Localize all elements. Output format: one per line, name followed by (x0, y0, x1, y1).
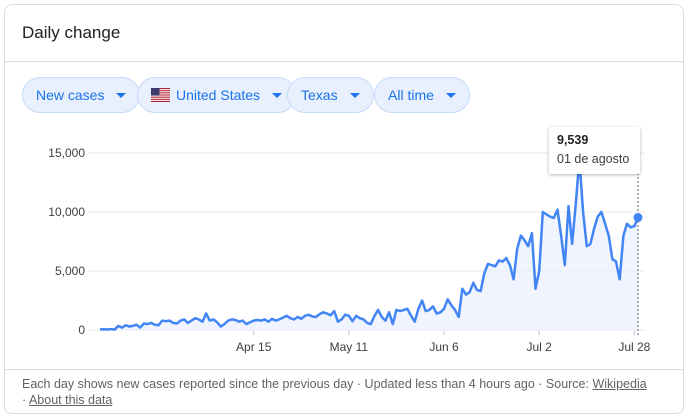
new-cases-dropdown[interactable]: New cases (22, 77, 141, 113)
x-tick-label: Jun 6 (429, 340, 459, 354)
card-footer: Each day shows new cases reported since … (22, 376, 672, 408)
country-label: United States (176, 87, 261, 103)
highlight-point (633, 212, 643, 222)
x-tick-label: Jul 28 (618, 340, 650, 354)
time-range-dropdown[interactable]: All time (374, 77, 470, 113)
about-data-link[interactable]: About this data (28, 393, 113, 407)
series-area (100, 158, 638, 330)
chart-tooltip: 9,539 01 de agosto (549, 127, 640, 174)
y-tick-label: 0 (78, 323, 85, 337)
new-cases-label: New cases (36, 87, 105, 103)
us-flag-icon (151, 88, 170, 102)
x-tick-label: Jul 2 (527, 340, 553, 354)
footer-separator: · (22, 393, 27, 407)
footer-divider (5, 369, 683, 370)
y-tick-label: 5,000 (55, 264, 85, 278)
source-link[interactable]: Wikipedia (592, 377, 647, 391)
time-range-label: All time (388, 87, 434, 103)
daily-change-chart[interactable]: 0 5,000 10,000 15,000 Apr 15 May 11 Jun 6 Jul 2… (5, 123, 684, 367)
card-title: Daily change (22, 23, 121, 42)
tooltip-date: 01 de agosto (557, 152, 630, 166)
country-dropdown[interactable]: United States (137, 77, 297, 113)
daily-change-card: Daily change New cases United States Tex… (4, 4, 684, 414)
caret-down-icon (116, 92, 127, 98)
y-tick-label: 15,000 (48, 146, 85, 160)
title-divider (5, 61, 683, 62)
region-label: Texas (301, 87, 338, 103)
tooltip-value: 9,539 (557, 133, 589, 147)
x-tick-label: Apr 15 (236, 340, 272, 354)
y-tick-label: 10,000 (48, 205, 85, 219)
caret-down-icon (445, 92, 456, 98)
series-line (99, 157, 640, 331)
x-tick-label: May 11 (330, 340, 369, 354)
region-dropdown[interactable]: Texas (287, 77, 374, 113)
footer-text: Each day shows new cases reported since … (22, 377, 589, 391)
caret-down-icon (272, 92, 283, 98)
caret-down-icon (349, 92, 360, 98)
